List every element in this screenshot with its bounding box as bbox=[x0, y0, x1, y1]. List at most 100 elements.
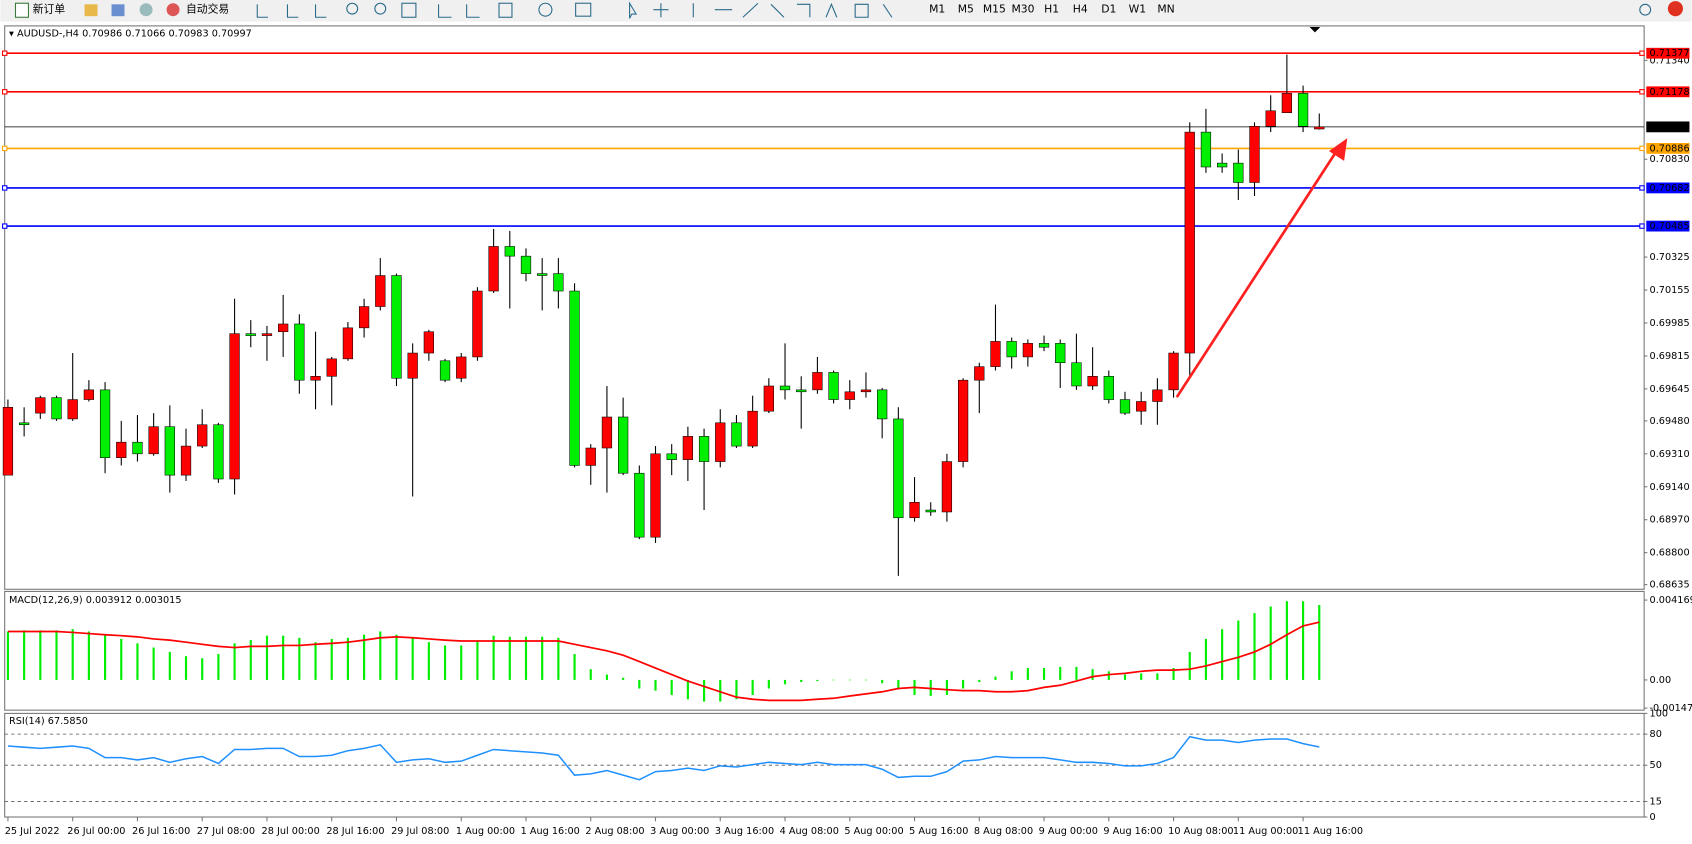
macd-bar bbox=[881, 679, 884, 684]
icon[interactable] bbox=[84, 4, 98, 17]
current-price-bg bbox=[1646, 121, 1690, 133]
macd-bar bbox=[1010, 671, 1013, 680]
candle-body bbox=[116, 441, 127, 458]
macd-bar bbox=[103, 634, 107, 680]
x-tick-label: 3 Aug 16:00 bbox=[715, 826, 774, 837]
macd-bar bbox=[168, 651, 171, 680]
candle-body bbox=[229, 333, 240, 480]
macd-bar bbox=[411, 637, 414, 680]
candle-body bbox=[1233, 162, 1244, 183]
level-label: 0.71178 bbox=[1650, 87, 1690, 98]
macd-bar bbox=[1091, 669, 1094, 680]
macd-bar bbox=[1042, 668, 1046, 680]
macd-bar bbox=[249, 640, 252, 680]
macd-header: MACD(12,26,9) 0.003912 0.003015 bbox=[9, 595, 182, 606]
timeframe-button[interactable]: MN bbox=[1157, 3, 1174, 16]
macd-bar bbox=[524, 636, 528, 680]
icon[interactable] bbox=[111, 4, 125, 17]
templates[interactable] bbox=[575, 2, 592, 17]
macd-bar bbox=[184, 656, 188, 680]
zoom-in[interactable] bbox=[346, 2, 359, 15]
y-tick-label: 0.68635 bbox=[1650, 580, 1690, 591]
candle-body bbox=[1314, 126, 1325, 130]
scroll-icons[interactable] bbox=[438, 4, 480, 18]
candle-body bbox=[860, 389, 872, 393]
candle-body bbox=[1265, 110, 1276, 127]
x-tick-label: 25 Jul 2022 bbox=[5, 826, 60, 837]
new-order-button[interactable]: 新订单 bbox=[33, 3, 66, 16]
candle-body bbox=[1055, 343, 1066, 364]
candle-body bbox=[1152, 389, 1163, 402]
y-tick-label: 0.69140 bbox=[1650, 482, 1690, 493]
y-tick-label: 80 bbox=[1650, 729, 1662, 740]
new-order-icon[interactable] bbox=[14, 2, 29, 18]
macd-bar bbox=[1253, 613, 1256, 680]
macd-bar bbox=[638, 679, 641, 689]
macd-bar bbox=[994, 676, 997, 680]
signal-value: 0.003015 bbox=[135, 595, 181, 606]
macd-bar bbox=[767, 679, 770, 689]
timeframe-button[interactable]: W1 bbox=[1129, 3, 1147, 16]
candle-body bbox=[326, 358, 337, 377]
macd-bar bbox=[589, 669, 592, 680]
candle-body bbox=[423, 331, 434, 354]
plot: 0.71340 0.70830 0.70325 0.70155 0.69985 0.698… bbox=[2, 47, 1692, 837]
zoom-out[interactable] bbox=[374, 2, 387, 15]
level-label-bg bbox=[1646, 142, 1690, 154]
rsi-header: RSI(14) 67.5850 bbox=[9, 716, 88, 727]
tile[interactable] bbox=[401, 2, 417, 18]
candle-body bbox=[261, 333, 273, 336]
y-tick-label: 0.004169 bbox=[1650, 595, 1692, 606]
x-tick-label: 27 Jul 08:00 bbox=[197, 826, 255, 837]
toolbar: 新订单 自动交易 M1 M5 M15 M30 H1 H4 D1 W1 MN bbox=[0, 0, 1692, 22]
y-tick-label: 0.69310 bbox=[1650, 449, 1690, 460]
timeframe-button[interactable]: H1 bbox=[1044, 3, 1059, 16]
candle-body bbox=[877, 389, 888, 420]
y-tick-label: 15 bbox=[1650, 796, 1662, 807]
candle-body bbox=[99, 389, 111, 458]
candle-body bbox=[763, 385, 774, 412]
timeframe-button[interactable]: D1 bbox=[1101, 3, 1116, 16]
candle-body bbox=[601, 416, 613, 449]
candle-body bbox=[1119, 399, 1131, 414]
shift-marker bbox=[1309, 26, 1321, 33]
periods[interactable] bbox=[538, 2, 553, 17]
timeframe-button[interactable]: M5 bbox=[958, 3, 974, 16]
search[interactable] bbox=[1639, 3, 1652, 16]
x-tick-label: 28 Jul 16:00 bbox=[326, 826, 384, 837]
level-label: 0.70485 bbox=[1650, 221, 1690, 232]
timeframe-button[interactable]: H4 bbox=[1073, 3, 1088, 16]
candle-body bbox=[585, 447, 596, 466]
auto-trading-icon[interactable] bbox=[166, 3, 180, 17]
notification[interactable] bbox=[1667, 1, 1683, 17]
macd-bar bbox=[201, 658, 204, 680]
x-tick-label: 29 Jul 08:00 bbox=[391, 826, 449, 837]
indicators[interactable] bbox=[498, 2, 513, 18]
macd-bar bbox=[120, 638, 123, 680]
macd-bar bbox=[427, 642, 430, 680]
macd-bar bbox=[508, 636, 511, 680]
macd-bar bbox=[1107, 671, 1110, 680]
candle-body bbox=[1103, 376, 1114, 400]
level-label-bg bbox=[1646, 220, 1690, 232]
icon[interactable] bbox=[139, 3, 153, 17]
macd-bar bbox=[573, 654, 576, 680]
timeframe-button[interactable]: M15 bbox=[983, 3, 1006, 16]
level-handle bbox=[2, 223, 8, 229]
auto-trading-button[interactable]: 自动交易 bbox=[186, 3, 229, 16]
macd-bar bbox=[1269, 606, 1272, 680]
candle-body bbox=[844, 391, 855, 400]
y-tick-label: 0.69645 bbox=[1650, 384, 1690, 395]
candle-body bbox=[358, 306, 370, 329]
level-handle bbox=[2, 185, 8, 191]
candle-body bbox=[439, 360, 451, 381]
open: 0.70986 bbox=[82, 28, 122, 39]
draw-tools[interactable] bbox=[629, 1, 893, 19]
candle-body bbox=[1168, 352, 1179, 391]
chart-type-icons[interactable] bbox=[256, 4, 327, 18]
timeframe-button[interactable]: M1 bbox=[929, 3, 945, 16]
timeframe-button[interactable]: M30 bbox=[1011, 3, 1034, 16]
macd-panel bbox=[4, 590, 1645, 711]
